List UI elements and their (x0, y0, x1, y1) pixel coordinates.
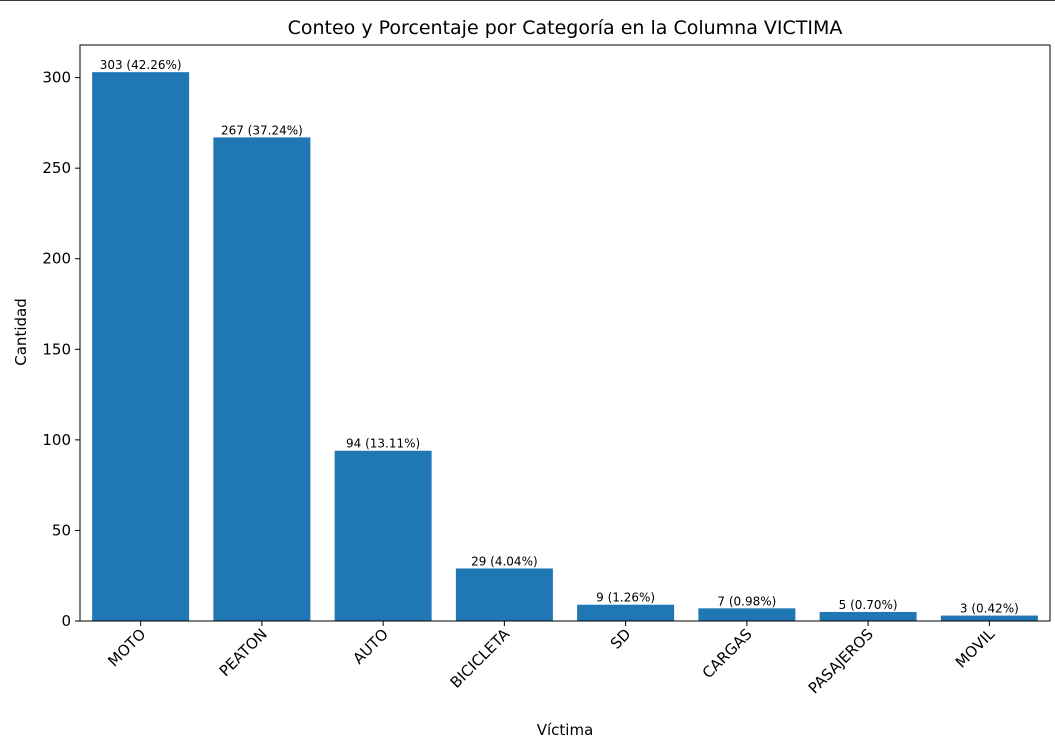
y-axis-label: Cantidad (12, 298, 30, 365)
y-tick-label: 200 (42, 250, 71, 268)
y-tick-label: 250 (42, 159, 71, 177)
x-tick-label-bicicleta: BICICLETA (447, 625, 514, 692)
plot-frame (79, 44, 1051, 622)
bar-pasajeros (819, 611, 917, 621)
data-label-auto: 94 (13.11%) (346, 437, 420, 451)
y-tick-label: 50 (52, 521, 71, 539)
y-tick-label: 100 (42, 431, 71, 449)
x-tick-label-movil: MOVIL (952, 625, 999, 672)
bar-moto (92, 72, 190, 622)
data-label-cargas: 7 (0.98%) (717, 594, 776, 608)
x-tick-label-sd: SD (607, 625, 635, 653)
y-tick-label: 300 (42, 69, 71, 87)
x-tick-label-cargas: CARGAS (699, 625, 756, 682)
bar-movil (940, 615, 1038, 621)
x-tick-label-auto: AUTO (349, 625, 392, 668)
bar-auto (334, 450, 432, 621)
x-axis-label: Víctima (537, 721, 594, 739)
y-tick-label: 150 (42, 340, 71, 358)
chart-title: Conteo y Porcentaje por Categoría en la … (288, 17, 843, 39)
y-tick-label: 0 (61, 612, 71, 630)
plot-area: 303 (42.26%) 267 (37.24%) 94 (13.11%) 29 (4… (42, 44, 1051, 697)
bar-peaton (213, 137, 311, 621)
data-label-bicicleta: 29 (4.04%) (471, 554, 538, 568)
data-label-pasajeros: 5 (0.70%) (839, 598, 898, 612)
bar-bicicleta (455, 568, 553, 621)
data-label-moto: 303 (42.26%) (100, 58, 182, 72)
data-label-sd: 9 (1.26%) (596, 591, 655, 605)
data-label-peaton: 267 (37.24%) (221, 123, 303, 137)
x-tick-label-pasajeros: PASAJEROS (805, 625, 877, 697)
data-label-movil: 3 (0.42%) (960, 602, 1019, 616)
bar-cargas (698, 608, 796, 621)
x-tick-label-moto: MOTO (104, 625, 149, 670)
bar-sd (577, 604, 675, 621)
x-tick-label-peaton: PEATON (216, 625, 271, 680)
